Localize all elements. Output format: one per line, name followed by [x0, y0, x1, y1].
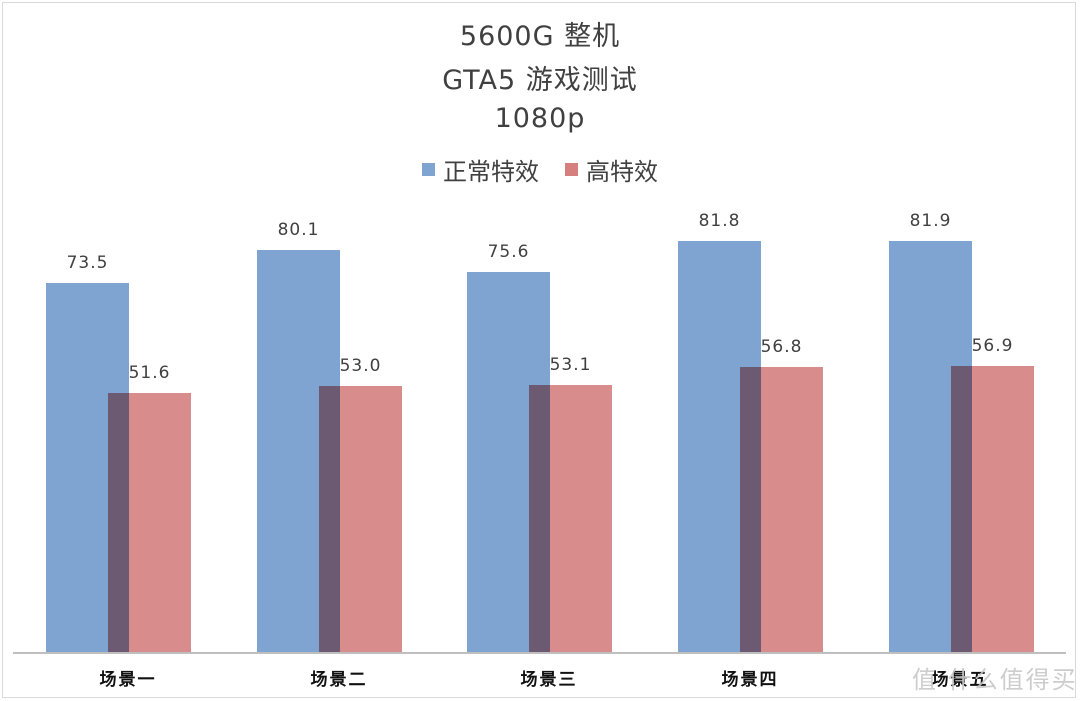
bar-high [529, 385, 612, 652]
legend-item-normal[interactable]: 正常特效 [422, 152, 539, 187]
category-label-1: 场景一 [99, 670, 157, 690]
chart-title-line-3: 1080p [494, 103, 586, 134]
data-label-normal: 80.1 [277, 219, 320, 240]
chart-legend: 正常特效 高特效 [0, 152, 1080, 187]
data-label-normal: 75.6 [487, 242, 530, 263]
category-label-5: 场景五 [931, 670, 989, 690]
chart-title-line-2: GTA5 游戏测试 [442, 65, 638, 96]
bar-high [319, 385, 402, 652]
bar-high [108, 392, 191, 652]
x-axis-line [13, 652, 1066, 654]
bar-high [951, 366, 1034, 652]
data-label-high: 51.6 [128, 362, 171, 383]
data-label-high: 53.1 [549, 355, 592, 376]
data-label-normal: 81.8 [698, 211, 741, 232]
legend-swatch-high [565, 163, 578, 176]
bar-high [740, 366, 823, 652]
category-label-3: 场景三 [520, 670, 578, 690]
data-label-high: 53.0 [339, 355, 382, 376]
legend-label-normal: 正常特效 [443, 158, 539, 186]
category-label-2: 场景二 [310, 670, 368, 690]
data-label-high: 56.8 [760, 336, 803, 357]
data-label-high: 56.9 [971, 336, 1014, 357]
legend-label-high: 高特效 [586, 158, 658, 186]
legend-swatch-normal [422, 163, 435, 176]
data-label-normal: 73.5 [66, 253, 109, 274]
legend-item-high[interactable]: 高特效 [565, 152, 658, 187]
watermark: 值 什么值得买 [912, 666, 1078, 694]
data-label-normal: 81.9 [909, 210, 952, 231]
chart-title-line-1: 5600G 整机 [459, 21, 621, 52]
category-label-4: 场景四 [721, 670, 779, 690]
